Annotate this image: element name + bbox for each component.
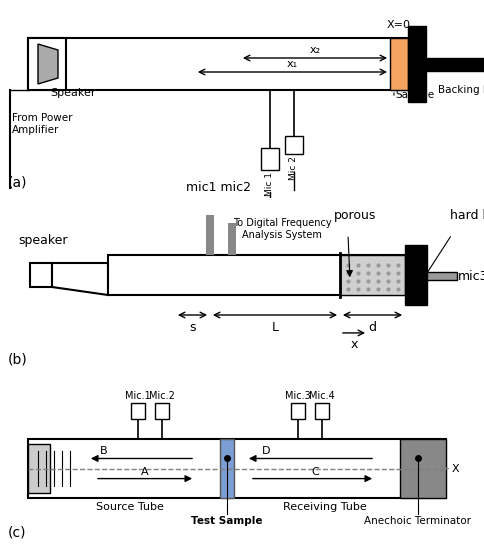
Text: C: C (311, 466, 319, 477)
Polygon shape (52, 263, 108, 295)
Bar (30, 263, 52, 287)
Text: X: X (452, 464, 460, 474)
Bar (427, 272, 457, 280)
Text: L: L (272, 321, 278, 334)
Bar (408, 26, 426, 102)
Bar (206, 216, 214, 255)
Bar (285, 136, 303, 154)
Text: (b): (b) (8, 353, 28, 367)
Text: Receiving Tube: Receiving Tube (283, 502, 367, 512)
Text: Mic 1: Mic 1 (266, 172, 274, 196)
Bar (400, 439, 446, 498)
Text: (c): (c) (8, 526, 27, 540)
Bar (261, 148, 279, 170)
Text: A: A (141, 466, 149, 477)
Bar (28, 444, 50, 493)
Bar (155, 403, 169, 419)
Text: porous: porous (334, 210, 376, 222)
Text: Mic.3: Mic.3 (285, 391, 311, 401)
Text: B: B (100, 447, 107, 456)
Text: Test Sample: Test Sample (191, 516, 263, 526)
Text: Speaker: Speaker (50, 88, 95, 98)
Bar (228, 223, 236, 255)
Text: d: d (368, 321, 377, 334)
Bar (220, 439, 234, 498)
Text: From Power
Amplifier: From Power Amplifier (12, 113, 73, 135)
Text: x₁: x₁ (287, 59, 298, 69)
Text: Backing Plate: Backing Plate (438, 85, 484, 95)
Text: X=0: X=0 (387, 20, 411, 30)
Polygon shape (38, 44, 58, 84)
Text: mic1 mic2: mic1 mic2 (185, 180, 251, 194)
Bar (28, 38, 66, 90)
Text: Mic.1: Mic.1 (125, 391, 151, 401)
Text: hard backing: hard backing (450, 210, 484, 222)
Text: Mic.2: Mic.2 (149, 391, 175, 401)
Bar (28, 38, 408, 90)
Text: Source Tube: Source Tube (96, 502, 164, 512)
Bar (340, 255, 405, 295)
Text: Sample: Sample (395, 90, 434, 100)
Text: x: x (350, 338, 358, 351)
Bar (28, 439, 446, 498)
Bar (390, 38, 408, 90)
Text: Anechoic Terminator: Anechoic Terminator (364, 516, 471, 526)
Text: Mic 2: Mic 2 (289, 156, 299, 180)
Bar (426, 58, 484, 71)
Bar (108, 255, 405, 295)
Text: s: s (189, 321, 196, 334)
Bar (291, 403, 305, 419)
Bar (315, 403, 329, 419)
Text: x₂: x₂ (309, 45, 320, 55)
Text: (a): (a) (8, 176, 28, 190)
Text: mic3: mic3 (458, 270, 484, 283)
Text: To Digital Frequency
Analysis System: To Digital Frequency Analysis System (233, 218, 332, 240)
Text: Mic.4: Mic.4 (309, 391, 335, 401)
Bar (131, 403, 145, 419)
Bar (405, 245, 427, 305)
Text: speaker: speaker (18, 234, 67, 248)
Bar (340, 255, 405, 295)
Text: D: D (262, 447, 271, 456)
